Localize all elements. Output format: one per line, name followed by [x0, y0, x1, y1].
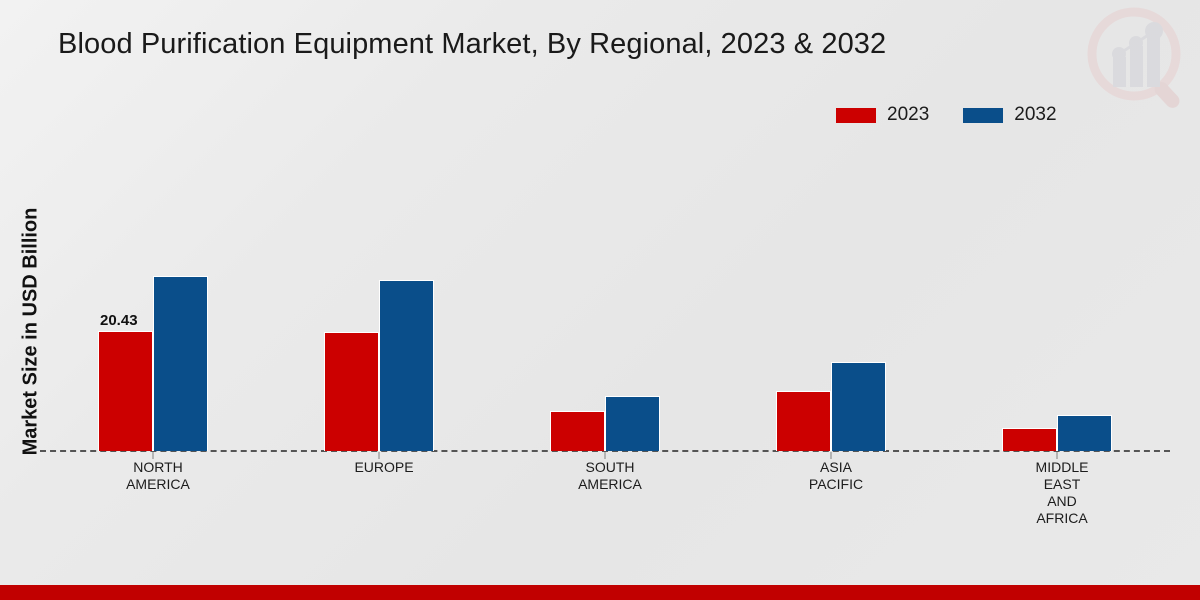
x-axis-label-line: NORTH [133, 459, 183, 475]
chart-legend: 2023 2032 [836, 104, 1057, 126]
bar-group-south-america [492, 151, 718, 459]
bar-2032-europe[interactable] [379, 280, 434, 451]
legend-item-2023[interactable]: 2023 [836, 104, 929, 126]
bar-2023-north-america[interactable]: 20.43 [98, 312, 153, 451]
chart-title: Blood Purification Equipment Market, By … [58, 28, 887, 60]
legend-swatch-2023 [836, 107, 876, 123]
footer-accent-bar [0, 585, 1200, 600]
bar-2032-south-america[interactable] [605, 396, 660, 451]
x-axis-label-line: AMERICA [126, 476, 190, 492]
bar-2032-asia-pacific[interactable] [831, 362, 886, 451]
bar-2023-south-america[interactable] [550, 411, 605, 451]
x-axis-baseline [40, 450, 1170, 452]
x-axis-label-line: AMERICA [578, 476, 642, 492]
bar-group-middle-east-and-africa [944, 151, 1170, 459]
x-axis-label-line: MIDDLE [1035, 459, 1089, 475]
legend-label-2032: 2032 [1014, 104, 1057, 125]
x-axis-label-middle-east-and-africa: MIDDLE EAST AND AFRICA [967, 459, 1157, 527]
x-axis-tick [378, 452, 380, 459]
x-axis-label-europe: EUROPE [289, 459, 479, 476]
bar-group-asia-pacific [718, 151, 944, 459]
x-axis-label-south-america: SOUTH AMERICA [515, 459, 705, 493]
bar-group-europe [266, 151, 492, 459]
x-axis-label-asia-pacific: ASIA PACIFIC [741, 459, 931, 493]
legend-item-2032[interactable]: 2032 [963, 104, 1057, 126]
x-axis-label-line: AFRICA [1036, 510, 1088, 526]
bar-2023-asia-pacific[interactable] [776, 391, 831, 451]
x-axis-tick [152, 452, 154, 459]
x-axis-label-line: PACIFIC [808, 476, 864, 492]
bar-2032-north-america[interactable] [153, 276, 208, 451]
bar-2032-middle-east-and-africa[interactable] [1057, 415, 1112, 451]
x-axis-tick [830, 452, 832, 459]
bar-2023-middle-east-and-africa[interactable] [1002, 428, 1057, 451]
bar-2023-europe[interactable] [324, 332, 379, 451]
bar-group-north-america: 20.43 [40, 151, 266, 459]
bar-value-label: 20.43 [100, 312, 138, 329]
x-axis-label-line: EAST [1043, 476, 1081, 492]
x-axis-label-line: SOUTH [585, 459, 635, 475]
x-axis-tick [604, 452, 606, 459]
x-axis-label-north-america: NORTH AMERICA [63, 459, 253, 493]
plot-area: 20.43 [40, 150, 1170, 459]
market-research-magnifier-logo-icon [1087, 7, 1181, 108]
legend-label-2023: 2023 [887, 104, 930, 125]
x-axis-label-line: EUROPE [354, 459, 414, 475]
x-axis-tick [1056, 452, 1058, 459]
legend-swatch-2032 [963, 107, 1004, 123]
x-axis-label-line: AND [1047, 493, 1077, 509]
x-axis-label-line: ASIA [820, 459, 852, 475]
